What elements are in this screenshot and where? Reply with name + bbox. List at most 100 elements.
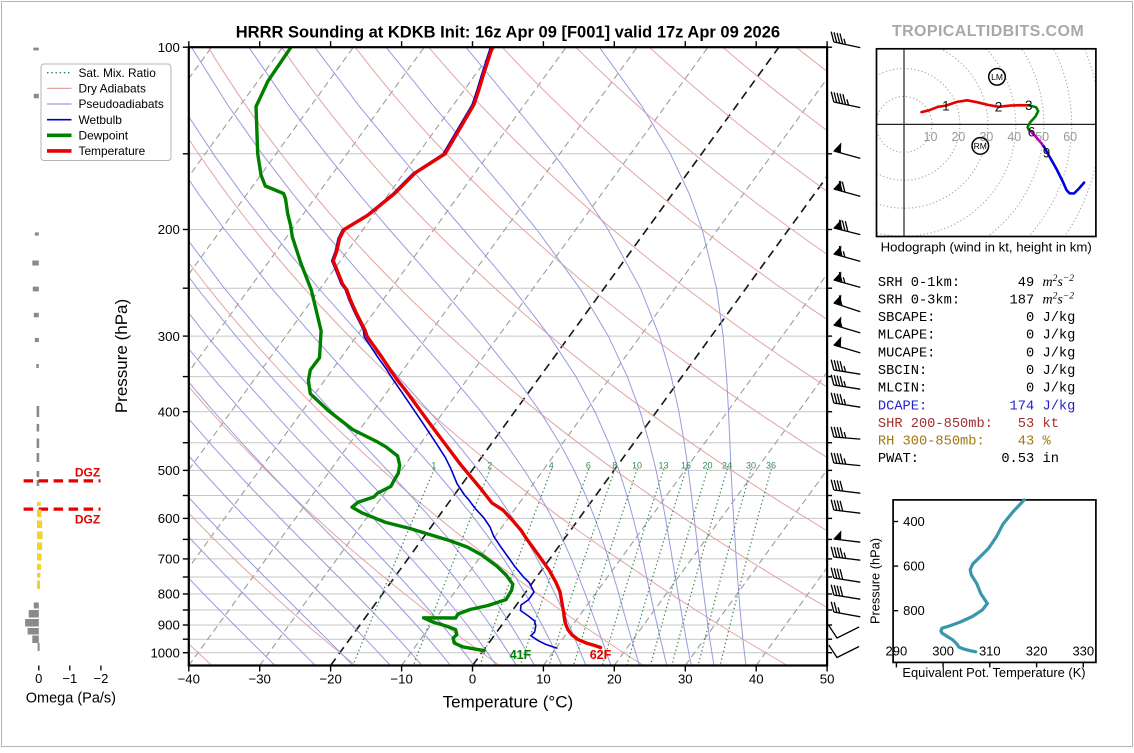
svg-text:16: 16	[681, 460, 691, 470]
svg-text:in: in	[1043, 452, 1059, 467]
svg-text:600: 600	[903, 559, 925, 574]
svg-text:Omega (Pa/s): Omega (Pa/s)	[26, 691, 116, 707]
svg-text:TROPICALTIDBITS.COM: TROPICALTIDBITS.COM	[892, 23, 1084, 40]
svg-text:2: 2	[995, 100, 1003, 115]
svg-text:9: 9	[1043, 146, 1051, 161]
svg-text:3: 3	[1025, 98, 1033, 113]
svg-text:−2: −2	[93, 671, 108, 686]
svg-text:2: 2	[487, 460, 492, 470]
svg-text:300: 300	[158, 329, 180, 344]
svg-text:0: 0	[1026, 346, 1034, 361]
svg-text:Dewpoint: Dewpoint	[79, 129, 129, 143]
svg-text:700: 700	[158, 552, 180, 567]
svg-text:400: 400	[158, 404, 180, 419]
svg-text:200: 200	[158, 222, 180, 237]
svg-text:36: 36	[766, 460, 776, 470]
svg-text:187: 187	[1010, 293, 1035, 308]
svg-text:Sat. Mix. Ratio: Sat. Mix. Ratio	[79, 66, 157, 80]
svg-text:20: 20	[702, 460, 712, 470]
svg-text:−40: −40	[178, 672, 200, 687]
svg-text:10: 10	[536, 672, 551, 687]
svg-text:0: 0	[469, 672, 476, 687]
svg-text:330: 330	[1072, 644, 1094, 659]
svg-text:SHR 200-850mb:: SHR 200-850mb:	[878, 417, 993, 432]
svg-text:62F: 62F	[590, 648, 612, 662]
svg-text:Temperature (°C): Temperature (°C)	[443, 693, 574, 712]
svg-text:40: 40	[1007, 130, 1021, 144]
svg-text:0: 0	[1026, 364, 1034, 379]
svg-text:J/kg: J/kg	[1043, 382, 1076, 397]
svg-text:J/kg: J/kg	[1043, 329, 1076, 344]
svg-text:Pseudoadiabats: Pseudoadiabats	[79, 97, 164, 111]
svg-text:53: 53	[1018, 417, 1034, 432]
svg-text:300: 300	[932, 644, 954, 659]
svg-text:RH 300-850mb:: RH 300-850mb:	[878, 435, 985, 450]
svg-text:8: 8	[612, 460, 617, 470]
svg-text:1000: 1000	[150, 645, 179, 660]
svg-text:MUCAPE:: MUCAPE:	[878, 346, 936, 361]
svg-text:SBCIN:: SBCIN:	[878, 364, 927, 379]
svg-text:50: 50	[820, 672, 835, 687]
svg-text:41F: 41F	[510, 648, 532, 662]
svg-text:−20: −20	[319, 672, 341, 687]
svg-text:−1: −1	[62, 671, 77, 686]
svg-text:Dry Adiabats: Dry Adiabats	[79, 82, 146, 96]
svg-text:0.53: 0.53	[1001, 452, 1034, 467]
svg-text:800: 800	[158, 587, 180, 602]
svg-text:174: 174	[1010, 399, 1035, 414]
svg-text:kt: kt	[1043, 417, 1059, 432]
svg-text:6: 6	[1028, 124, 1036, 139]
svg-text:30: 30	[979, 130, 993, 144]
svg-text:1: 1	[431, 460, 436, 470]
svg-text:DCAPE:: DCAPE:	[878, 399, 927, 414]
svg-text:J/kg: J/kg	[1043, 311, 1076, 326]
svg-text:900: 900	[158, 618, 180, 633]
svg-text:600: 600	[158, 511, 180, 526]
svg-text:DGZ: DGZ	[75, 513, 100, 527]
svg-text:0: 0	[35, 671, 42, 686]
svg-text:−30: −30	[249, 672, 271, 687]
svg-text:HRRR Sounding at KDKB Init: 16: HRRR Sounding at KDKB Init: 16z Apr 09 […	[236, 24, 780, 42]
svg-text:290: 290	[886, 644, 908, 659]
svg-text:500: 500	[158, 463, 180, 478]
svg-text:60: 60	[1063, 130, 1077, 144]
svg-text:24: 24	[722, 460, 732, 470]
svg-text:0: 0	[1026, 311, 1034, 326]
svg-text:0: 0	[1026, 382, 1034, 397]
svg-text:20: 20	[951, 130, 965, 144]
svg-text:SRH 0-1km:: SRH 0-1km:	[878, 276, 960, 291]
svg-text:Temperature: Temperature	[79, 144, 146, 158]
svg-text:6: 6	[586, 460, 591, 470]
svg-text:800: 800	[903, 603, 925, 618]
svg-text:310: 310	[979, 644, 1001, 659]
svg-text:100: 100	[158, 40, 180, 55]
svg-text:Wetbulb: Wetbulb	[79, 113, 123, 127]
svg-text:10: 10	[632, 460, 642, 470]
svg-text:49: 49	[1018, 276, 1034, 291]
svg-text:Pressure (hPa): Pressure (hPa)	[112, 299, 131, 413]
svg-text:J/kg: J/kg	[1043, 346, 1076, 361]
svg-text:4: 4	[549, 460, 554, 470]
svg-text:40: 40	[749, 672, 764, 687]
svg-text:43: 43	[1018, 435, 1034, 450]
svg-text:−10: −10	[390, 672, 412, 687]
svg-text:PWAT:: PWAT:	[878, 452, 919, 467]
svg-text:J/kg: J/kg	[1043, 399, 1076, 414]
svg-text:MLCAPE:: MLCAPE:	[878, 329, 936, 344]
svg-text:Equivalent Pot. Temperature (K: Equivalent Pot. Temperature (K)	[902, 665, 1085, 680]
svg-text:MLCIN:: MLCIN:	[878, 382, 927, 397]
svg-text:Hodograph (wind in kt, height: Hodograph (wind in kt, height in km)	[881, 240, 1092, 255]
svg-text:20: 20	[607, 672, 622, 687]
svg-text:SRH 0-3km:: SRH 0-3km:	[878, 293, 960, 308]
svg-text:400: 400	[903, 514, 925, 529]
svg-text:30: 30	[678, 672, 693, 687]
svg-text:RM: RM	[974, 141, 987, 151]
svg-text:DGZ: DGZ	[75, 465, 100, 479]
svg-text:J/kg: J/kg	[1043, 364, 1076, 379]
svg-text:%: %	[1043, 435, 1052, 450]
svg-text:0: 0	[1026, 329, 1034, 344]
svg-text:10: 10	[924, 130, 938, 144]
svg-text:30: 30	[746, 460, 756, 470]
svg-text:LM: LM	[991, 72, 1003, 82]
svg-text:13: 13	[658, 460, 668, 470]
